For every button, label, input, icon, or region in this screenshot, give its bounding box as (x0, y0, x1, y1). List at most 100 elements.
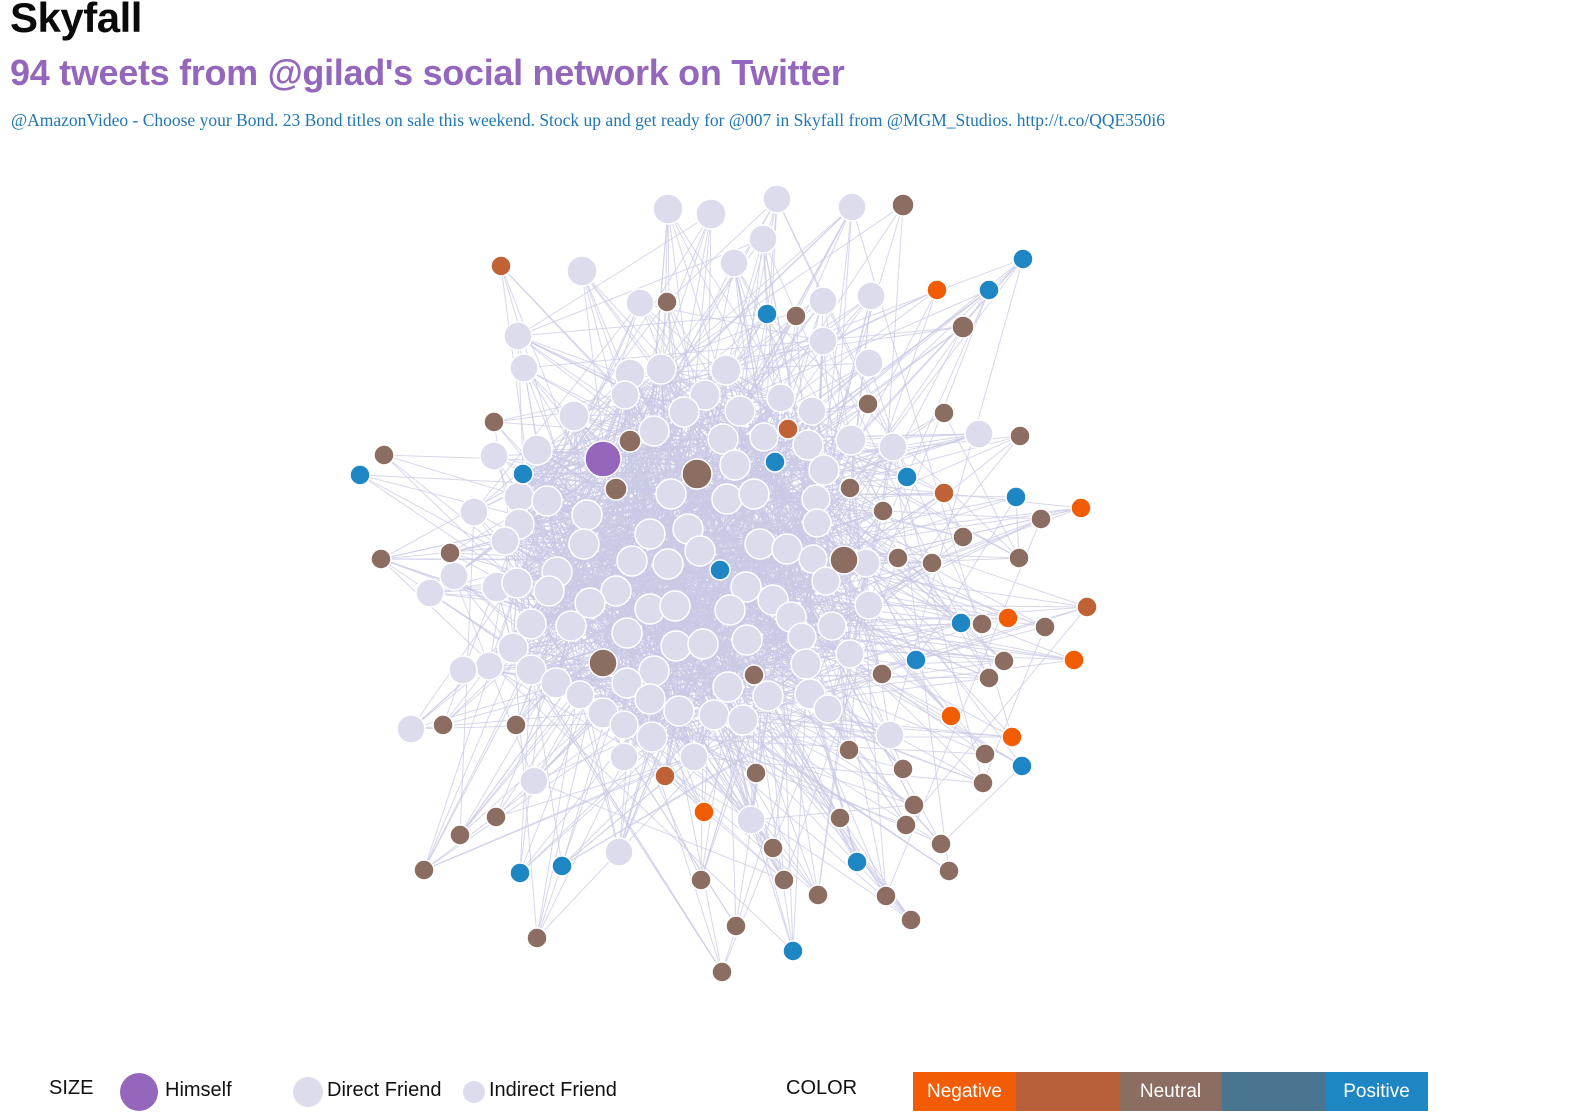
positive-node[interactable] (905, 649, 927, 671)
friend-node[interactable] (611, 667, 643, 699)
neutral-node[interactable] (829, 545, 859, 575)
friend-node[interactable] (571, 499, 603, 531)
friend-node[interactable] (727, 704, 759, 736)
friend-node[interactable] (533, 575, 565, 607)
friend-node[interactable] (771, 533, 803, 565)
neutral-node[interactable] (895, 814, 917, 836)
friend-node[interactable] (736, 805, 766, 835)
negative-node[interactable] (940, 705, 962, 727)
negative-node[interactable] (1063, 649, 1085, 671)
friend-node[interactable] (687, 628, 719, 660)
neutral-node[interactable] (951, 315, 975, 339)
friend-node[interactable] (797, 396, 827, 426)
neutral-node[interactable] (872, 500, 894, 522)
friend-node[interactable] (964, 419, 994, 449)
positive-node[interactable] (551, 855, 573, 877)
positive-node[interactable] (764, 451, 786, 473)
neutral-node[interactable] (829, 807, 851, 829)
negative-node[interactable] (693, 801, 715, 823)
friend-node[interactable] (878, 432, 908, 462)
negative-node[interactable] (997, 607, 1019, 629)
friend-node[interactable] (695, 198, 727, 230)
positive-node[interactable] (950, 612, 972, 634)
neutral-node[interactable] (839, 477, 861, 499)
slightly-negative-node[interactable] (1076, 596, 1098, 618)
friend-node[interactable] (509, 353, 539, 383)
friend-node[interactable] (625, 288, 655, 318)
friend-node[interactable] (790, 648, 822, 680)
friend-node[interactable] (738, 478, 770, 510)
friend-node[interactable] (856, 281, 886, 311)
friend-node[interactable] (439, 561, 469, 591)
neutral-node[interactable] (892, 758, 914, 780)
friend-node[interactable] (710, 354, 742, 386)
friend-node[interactable] (808, 454, 840, 486)
friend-node[interactable] (659, 590, 691, 622)
friend-node[interactable] (684, 535, 716, 567)
friend-node[interactable] (787, 622, 817, 652)
friend-node[interactable] (811, 566, 841, 596)
friend-node[interactable] (396, 714, 426, 744)
neutral-node[interactable] (871, 663, 893, 685)
neutral-node[interactable] (483, 411, 505, 433)
friend-node[interactable] (730, 571, 762, 603)
friend-node[interactable] (636, 721, 668, 753)
friend-node[interactable] (854, 590, 884, 620)
friend-node[interactable] (540, 667, 572, 699)
positive-node[interactable] (1005, 486, 1027, 508)
friend-node[interactable] (503, 481, 535, 513)
social-network-graph[interactable] (0, 0, 1591, 1060)
friend-node[interactable] (616, 545, 648, 577)
neutral-node[interactable] (903, 794, 925, 816)
friend-node[interactable] (689, 379, 721, 411)
friend-node[interactable] (798, 544, 828, 574)
friend-node[interactable] (698, 699, 730, 731)
neutral-node[interactable] (439, 542, 461, 564)
friend-node[interactable] (766, 383, 796, 413)
neutral-node[interactable] (938, 860, 960, 882)
friend-node[interactable] (634, 683, 666, 715)
positive-node[interactable] (509, 862, 531, 884)
neutral-node[interactable] (785, 305, 807, 327)
neutral-node[interactable] (971, 613, 993, 635)
positive-node[interactable] (782, 940, 804, 962)
friend-node[interactable] (574, 587, 606, 619)
friend-node[interactable] (813, 694, 843, 724)
friend-node[interactable] (663, 695, 695, 727)
friend-node[interactable] (479, 441, 509, 471)
neutral-node[interactable] (857, 393, 879, 415)
neutral-node[interactable] (1030, 508, 1052, 530)
friend-node[interactable] (837, 192, 867, 222)
friend-node[interactable] (610, 380, 640, 410)
friend-node[interactable] (719, 449, 751, 481)
neutral-node[interactable] (1034, 616, 1056, 638)
friend-node[interactable] (712, 671, 744, 703)
friend-node[interactable] (515, 654, 547, 686)
friend-node[interactable] (719, 248, 749, 278)
positive-node[interactable] (709, 559, 731, 581)
friend-node[interactable] (724, 395, 756, 427)
tweet-text[interactable]: @AmazonVideo - Choose your Bond. 23 Bond… (11, 110, 1166, 130)
friend-node[interactable] (711, 483, 743, 515)
friend-node[interactable] (645, 353, 677, 385)
neutral-node[interactable] (891, 193, 915, 217)
neutral-node[interactable] (807, 884, 829, 906)
friend-node[interactable] (555, 610, 587, 642)
friend-node[interactable] (748, 224, 778, 254)
neutral-node[interactable] (370, 548, 392, 570)
neutral-node[interactable] (604, 477, 628, 501)
friend-node[interactable] (808, 286, 838, 316)
negative-node[interactable] (1001, 726, 1023, 748)
slightly-negative-node[interactable] (933, 482, 955, 504)
friend-node[interactable] (609, 742, 639, 772)
friend-node[interactable] (519, 766, 549, 796)
friend-node[interactable] (749, 422, 779, 452)
friend-node[interactable] (707, 423, 739, 455)
friend-node[interactable] (652, 548, 684, 580)
friend-node[interactable] (808, 326, 838, 356)
friend-node[interactable] (521, 434, 553, 466)
neutral-node[interactable] (526, 927, 548, 949)
neutral-node[interactable] (978, 667, 1000, 689)
friend-node[interactable] (515, 608, 547, 640)
neutral-node[interactable] (505, 714, 527, 736)
